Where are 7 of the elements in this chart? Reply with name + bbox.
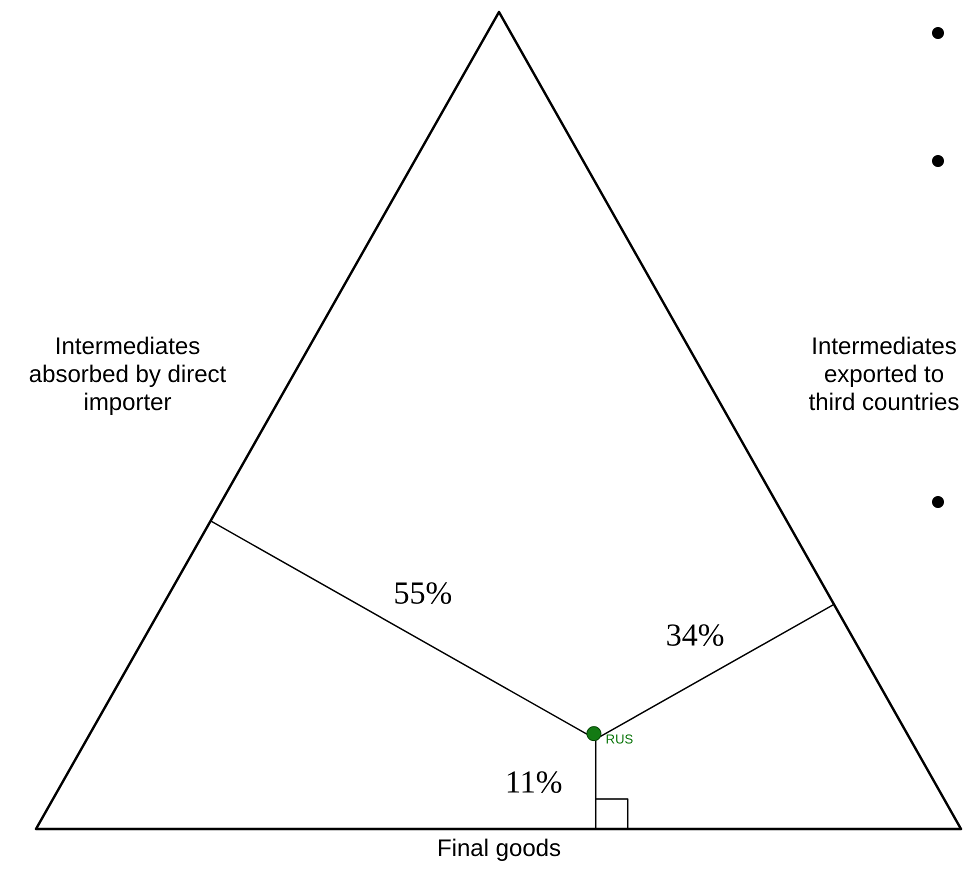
category-label: Intermediates exported to third countries xyxy=(808,333,960,417)
data-label: 11% xyxy=(504,763,562,800)
category-label: Final goods xyxy=(436,835,562,863)
data-label: 55% xyxy=(394,574,452,611)
legend-label: RUS xyxy=(606,732,634,747)
category-label: Intermediates absorbed by direct importer xyxy=(28,333,228,417)
data-label: 34% xyxy=(666,616,724,652)
